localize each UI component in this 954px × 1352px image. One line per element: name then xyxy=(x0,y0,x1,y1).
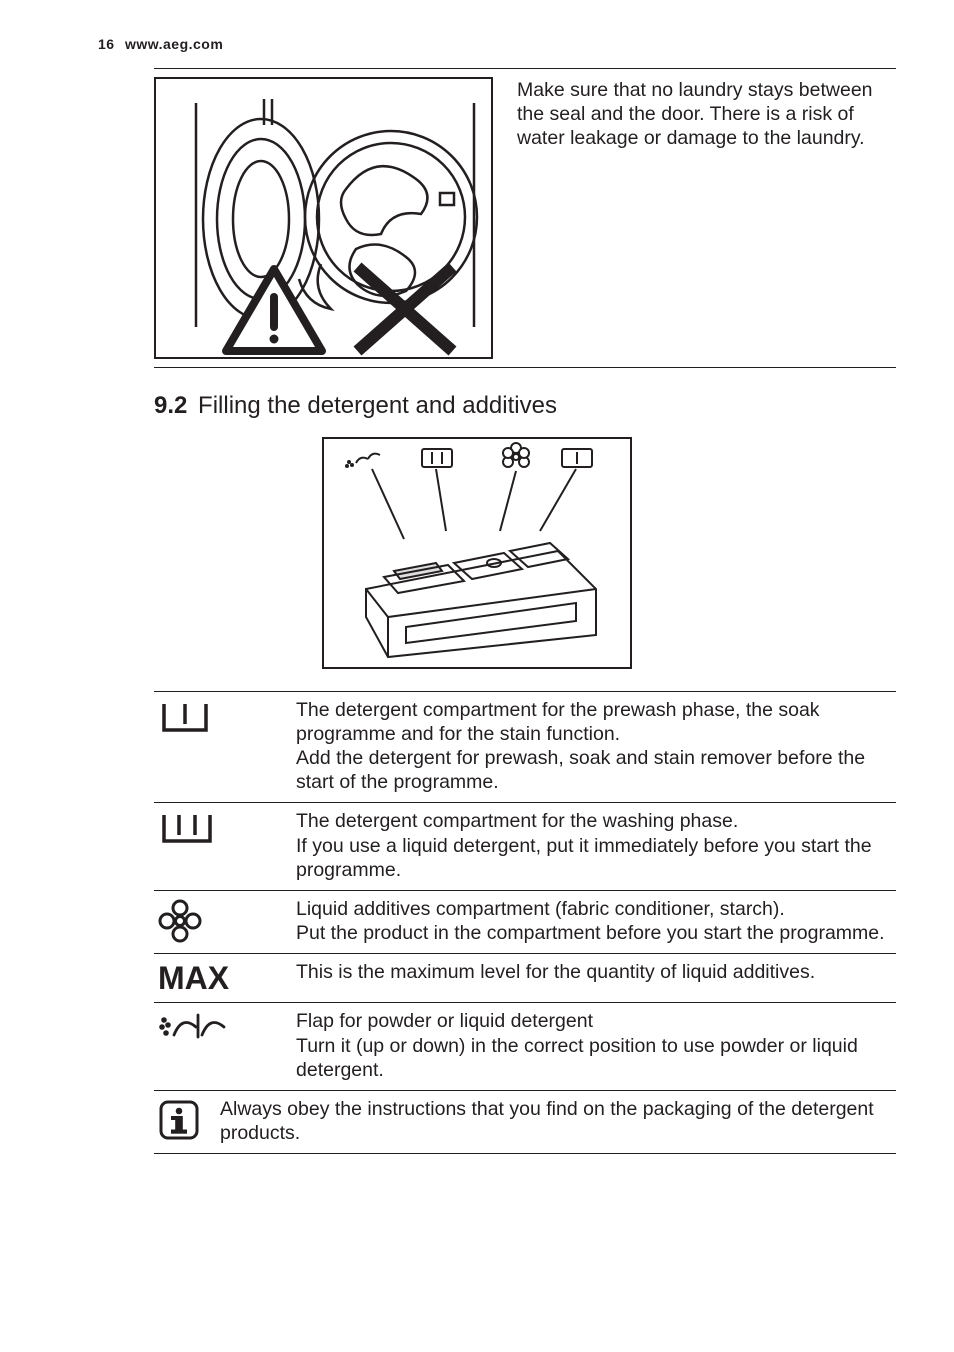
row-text: Liquid additives compartment (fabric con… xyxy=(296,897,896,945)
row-text: The detergent compartment for the washin… xyxy=(296,809,896,882)
row-text: This is the maximum level for the quanti… xyxy=(296,960,896,984)
heading-title: Filling the detergent and additives xyxy=(198,392,557,419)
info-icon xyxy=(154,1097,220,1141)
max-icon: MAX xyxy=(154,960,296,994)
prewash-icon xyxy=(154,698,296,736)
table-row: Flap for powder or liquid detergentTurn … xyxy=(154,1003,896,1091)
page-container: 16 www.aeg.com xyxy=(0,0,954,1352)
compartment-table: The detergent compartment for the prewas… xyxy=(154,691,896,1154)
table-row: Liquid additives compartment (fabric con… xyxy=(154,891,896,954)
flower-icon xyxy=(154,897,296,943)
mainwash-icon xyxy=(154,809,296,847)
section-heading: 9.2 Filling the detergent and additives xyxy=(154,392,896,427)
page-number: 16 xyxy=(98,36,115,52)
row-text: Flap for powder or liquid detergentTurn … xyxy=(296,1009,896,1082)
table-row: MAX This is the maximum level for the qu… xyxy=(154,954,896,1003)
table-row: The detergent compartment for the prewas… xyxy=(154,692,896,804)
section-warning: Make sure that no laundry stays between … xyxy=(154,68,896,368)
heading-number: 9.2 xyxy=(154,392,187,419)
warning-text: Make sure that no laundry stays between … xyxy=(517,77,896,150)
max-label: MAX xyxy=(158,962,229,994)
info-text: Always obey the instructions that you fi… xyxy=(220,1097,896,1145)
row-text: The detergent compartment for the prewas… xyxy=(296,698,896,795)
detergent-drawer-illustration xyxy=(322,437,632,669)
page-header: 16 www.aeg.com xyxy=(98,36,896,52)
table-row: The detergent compartment for the washin… xyxy=(154,803,896,891)
flap-icon xyxy=(154,1009,296,1043)
door-laundry-illustration xyxy=(154,77,493,359)
page-url: www.aeg.com xyxy=(125,36,223,52)
info-note-row: Always obey the instructions that you fi… xyxy=(154,1091,896,1154)
